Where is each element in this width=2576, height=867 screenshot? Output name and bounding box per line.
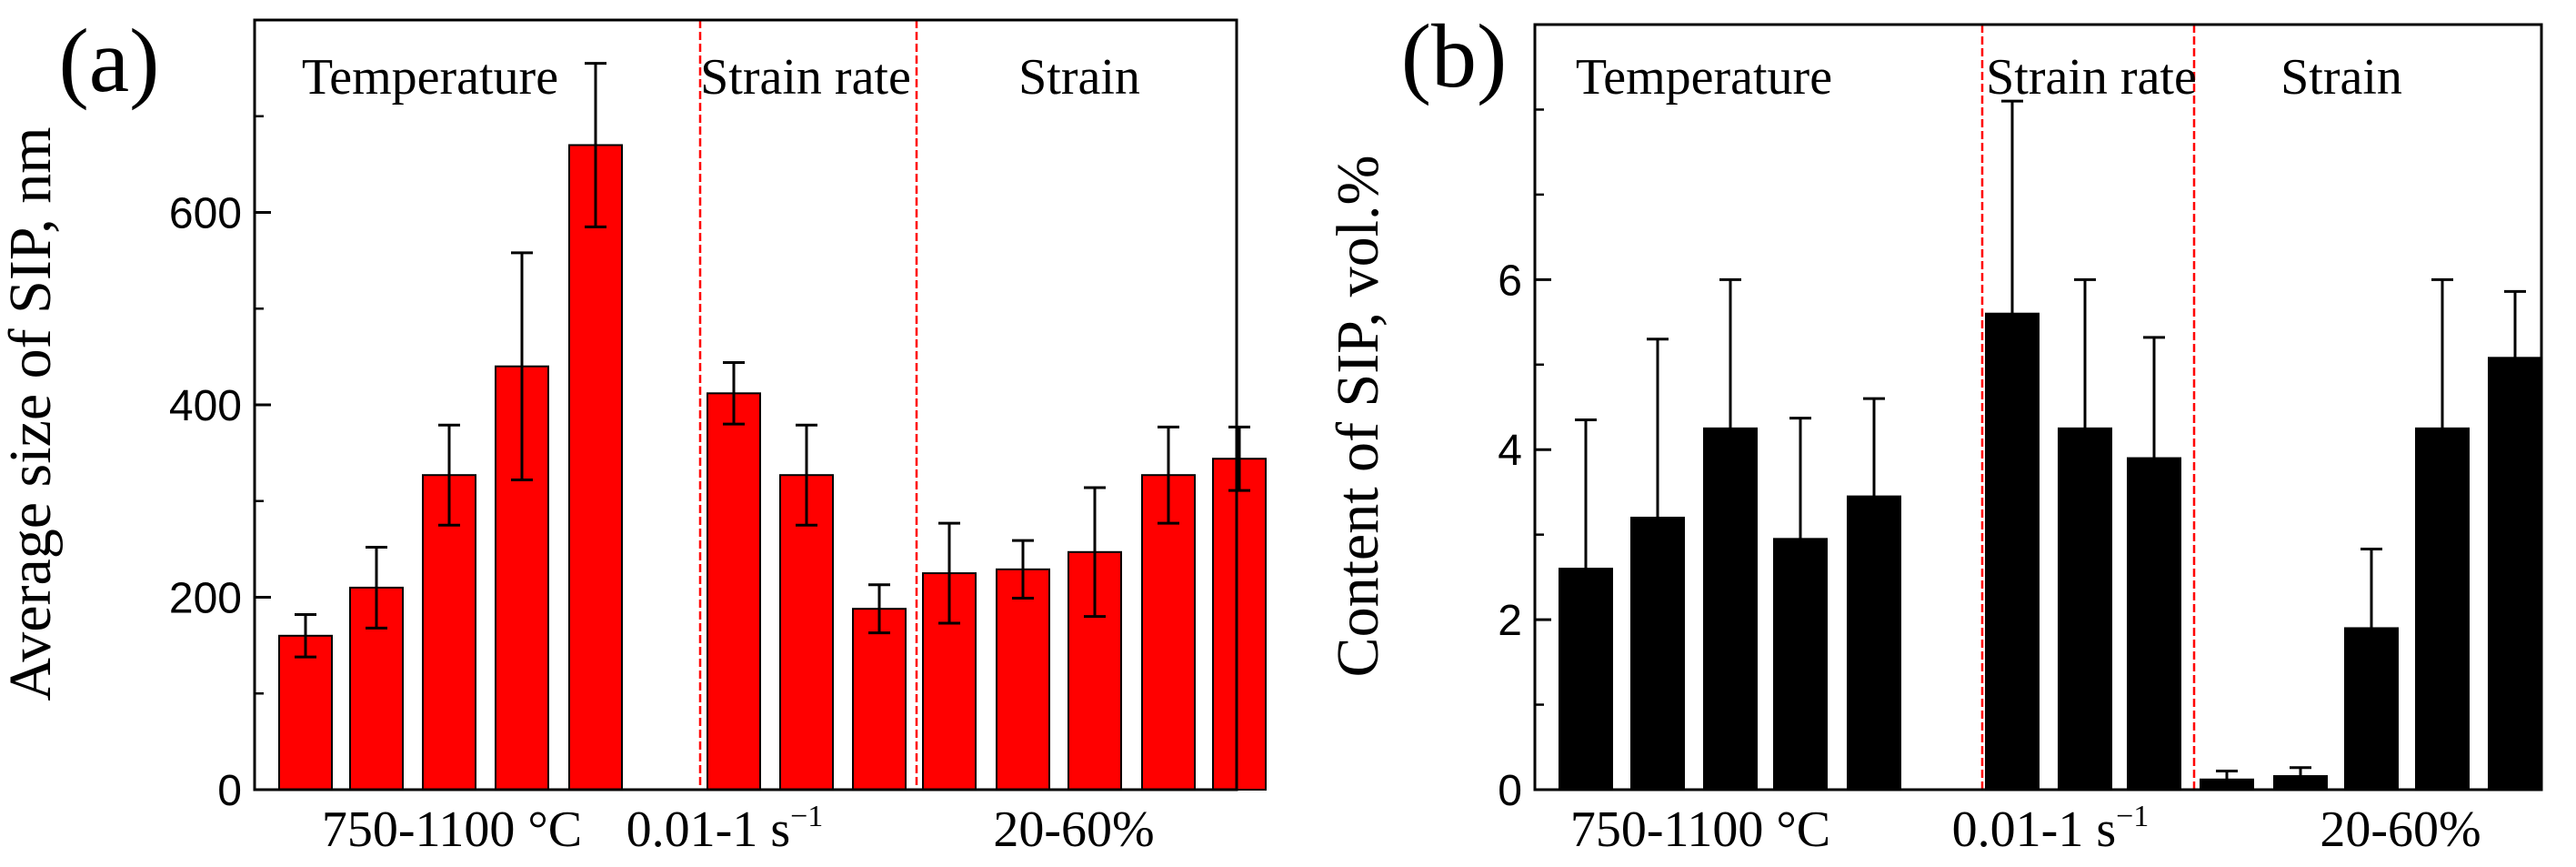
bar [707,392,761,791]
group-x-label: 0.01-1 s−1 [626,800,824,858]
y-tick-label: 400 [169,382,242,430]
group-label: Temperature [1576,49,1832,106]
error-bar [1228,425,1250,492]
panel-label: (a) [59,10,160,111]
group-x-label: 750-1100 °C [1570,801,1830,858]
bar [2415,427,2470,791]
bar [2344,627,2399,791]
y-tick-label: 6 [1498,257,1522,305]
error-bar [2290,766,2311,777]
error-bar [2001,99,2023,314]
bar [996,568,1050,791]
panel-b: 0 2 4 6 Content of SIP, vol.%(b) Temperature 7… [1325,5,2543,858]
group-label: Strain rate [700,49,911,106]
bar [2058,427,2112,791]
error-bar [1789,417,1811,539]
bar [1559,568,1613,791]
group-x-label: 0.01-1 s−1 [1952,800,2150,858]
error-bar [1647,338,1669,518]
error-bar [1863,397,1885,497]
error-bar [1575,418,1597,570]
bar [1985,312,2040,791]
error-bar [938,521,960,625]
y-tick-label: 200 [169,575,242,623]
bar [852,608,907,791]
group-x-label: 750-1100 °C [322,801,582,858]
bar [2200,778,2254,791]
y-axis-label: Content of SIP, vol.% [1325,156,1391,678]
y-tick-label: 4 [1498,427,1522,475]
error-bar [2360,548,2382,629]
error-bar [585,62,606,228]
y-axis-label: Average size of SIP, nm [0,126,64,701]
panel-a: 0 200 400 600 Average size of SIP, nm (a) Temp… [0,10,1267,858]
error-bar [1012,539,1034,600]
error-bar [511,251,533,481]
y-tick-label: 2 [1498,597,1522,645]
error-bar [2074,277,2096,428]
bar [278,634,333,791]
bar [1212,458,1267,791]
error-bar [1158,425,1179,525]
bar [2273,775,2328,791]
group-label: Strain [1018,49,1140,106]
error-bar [438,423,460,527]
bar [1630,516,1685,791]
bar [2127,457,2181,791]
group-label: Temperature [302,49,558,106]
error-bar [2216,769,2238,780]
panel-label: (b) [1401,5,1508,106]
error-bar [2143,336,2165,459]
bar [1141,474,1196,791]
y-tick-label: 600 [169,190,242,238]
error-bar [2504,289,2526,358]
group-label: Strain rate [1986,49,2197,106]
error-bar [723,360,745,426]
error-bar [295,613,316,659]
group-label: Strain [2280,49,2402,106]
plot-frame [1533,23,2543,791]
bar [1703,427,1758,791]
error-bar [366,546,387,630]
y-tick-label: 0 [217,767,242,815]
y-tick-label: 0 [1498,767,1522,815]
error-bar [1084,486,1106,619]
error-bar [2431,277,2453,428]
group-x-label: 20-60% [993,801,1154,858]
bar [1847,495,1901,791]
bar [1773,538,1828,791]
bar [779,474,834,791]
bar [422,474,476,791]
error-bar [868,583,890,635]
error-bar [1719,277,1741,428]
bar [568,144,623,791]
bar [2488,357,2542,791]
group-x-label: 20-60% [2320,801,2481,858]
error-bar [796,423,817,527]
